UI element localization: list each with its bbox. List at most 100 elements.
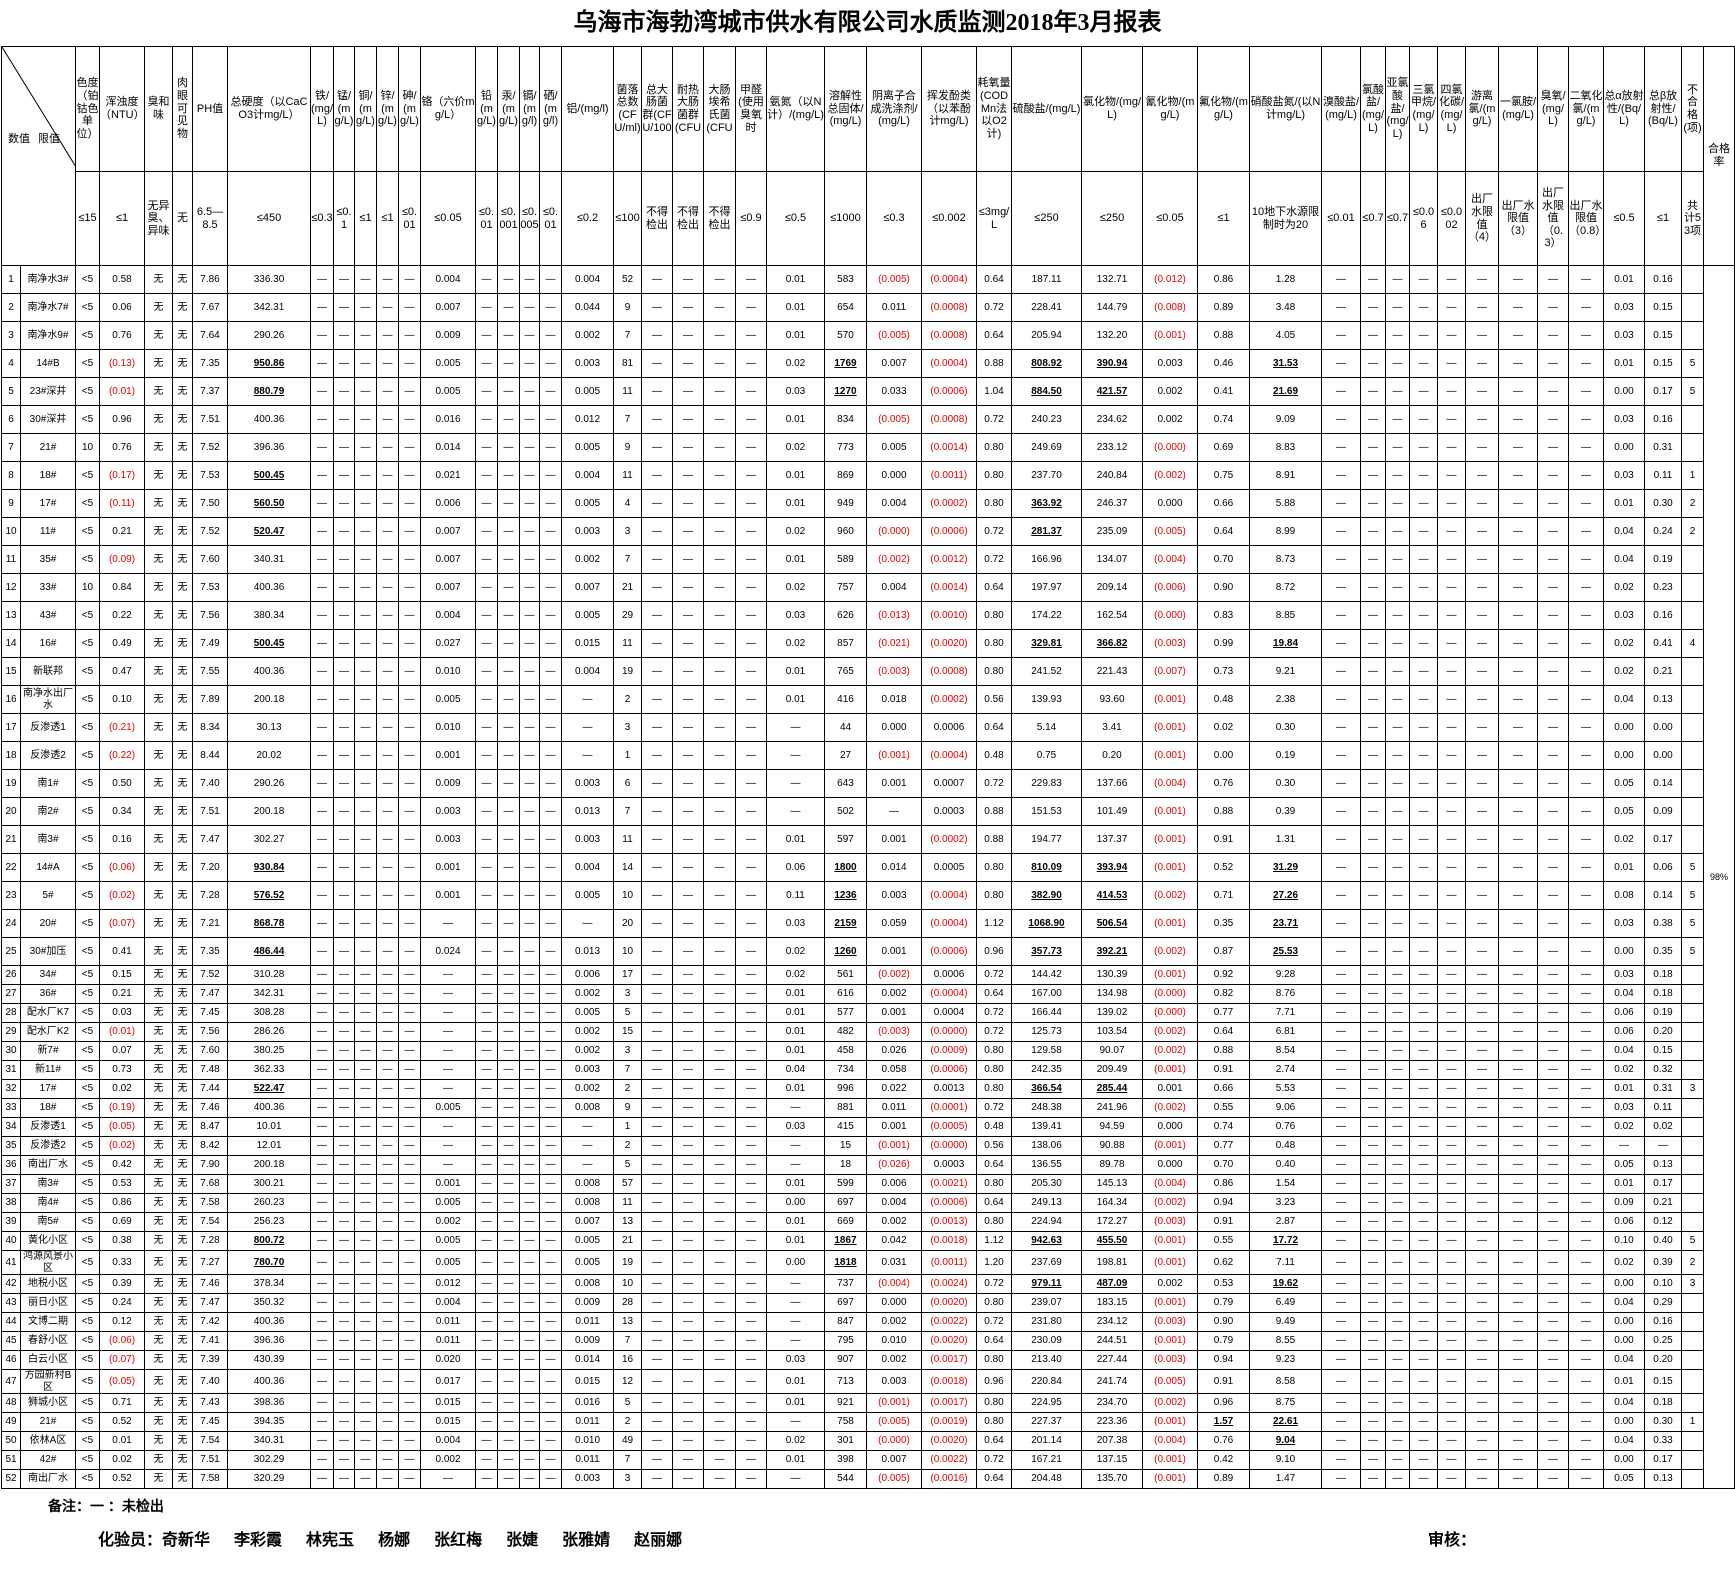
value-cell: 8.47	[192, 1117, 228, 1137]
value-cell: 234.70	[1081, 1393, 1143, 1413]
value-cell: 无	[144, 1022, 173, 1042]
value-cell: —	[398, 713, 421, 742]
value-cell: —	[1409, 965, 1438, 985]
value-cell: —	[1321, 1293, 1361, 1313]
value-cell: —	[310, 1136, 334, 1156]
value-cell: 0.020	[420, 1350, 476, 1370]
value-cell: 0.009	[561, 1331, 614, 1351]
value-cell: —	[354, 741, 377, 770]
value-cell: —	[735, 1350, 767, 1370]
value-cell: —	[475, 1369, 498, 1394]
value-cell: 0.23	[1644, 573, 1682, 602]
value-cell: 0.72	[976, 1003, 1012, 1023]
value-cell: —	[1465, 1174, 1499, 1194]
limit-row: ≤15 ≤1 无异臭、异味无 6.5—8.5 ≤450 ≤0.3 ≤0.1 ≤1 ≤1 ≤0.01…	[2, 171, 1735, 266]
row-number: 32	[1, 1079, 21, 1099]
value-cell: —	[310, 1212, 334, 1232]
value-cell: —	[1465, 265, 1499, 294]
value-cell: —	[475, 1212, 498, 1232]
value-cell: —	[376, 1293, 399, 1313]
value-cell: (0.0002)	[921, 685, 977, 714]
value-cell: 0.03	[1603, 293, 1645, 322]
value-cell: —	[735, 461, 767, 490]
value-cell: —	[475, 965, 498, 985]
value-cell: 0.42	[1197, 1450, 1250, 1470]
value-cell: <5	[75, 1022, 100, 1042]
value-cell: 0.008	[561, 1274, 614, 1294]
value-cell: —	[1498, 1022, 1538, 1042]
site-name: 狮城小区	[20, 1393, 76, 1413]
value-cell: (0.0016)	[921, 1469, 977, 1489]
value-cell: 235.09	[1081, 517, 1143, 546]
value-cell: —	[1498, 797, 1538, 826]
value-cell: —	[539, 937, 562, 966]
value-cell: —	[1360, 1155, 1386, 1175]
value-cell: —	[497, 1136, 520, 1156]
value-cell: 10.01	[227, 1117, 311, 1137]
site-name: 南4#	[20, 1193, 76, 1213]
value-cell: —	[1321, 713, 1361, 742]
value-cell: 8.91	[1249, 461, 1322, 490]
value-cell: 18	[824, 1155, 867, 1175]
value-cell: 0.74	[1197, 405, 1250, 434]
value-cell: 0.000	[1142, 1117, 1198, 1137]
value-cell: —	[354, 1293, 377, 1313]
value-cell: —	[641, 797, 673, 826]
value-cell: —	[398, 1369, 421, 1394]
value-cell: —	[1498, 1003, 1538, 1023]
value-cell: 7	[613, 1060, 642, 1080]
value-cell: —	[1568, 1231, 1604, 1251]
value-cell: 1	[1681, 461, 1704, 490]
value-cell: —	[519, 1293, 540, 1313]
value-cell: —	[539, 1293, 562, 1313]
value-cell: —	[1465, 984, 1499, 1004]
value-cell: —	[1465, 1331, 1499, 1351]
value-cell: 393.94	[1081, 853, 1143, 882]
value-cell: (0.0006)	[921, 1060, 977, 1080]
column-header: 菌落总数(CFU/ml)	[613, 46, 642, 172]
value-cell: —	[497, 1003, 520, 1023]
value-cell: <5	[75, 1274, 100, 1294]
value-cell: —	[354, 1431, 377, 1451]
value-cell: 362.33	[227, 1060, 311, 1080]
value-cell: 6.81	[1249, 1022, 1322, 1042]
value-cell: —	[1498, 1041, 1538, 1061]
value-cell: —	[1568, 713, 1604, 742]
value-cell: 0.02	[766, 1431, 825, 1451]
value-cell: —	[703, 937, 736, 966]
value-cell: 10	[75, 433, 100, 462]
value-cell: —	[354, 853, 377, 882]
value-cell: (0.0020)	[921, 1431, 977, 1451]
value-cell: —	[641, 1060, 673, 1080]
value-cell: —	[1409, 797, 1438, 826]
value-cell: 7.44	[192, 1079, 228, 1099]
value-cell: —	[333, 293, 355, 322]
value-cell: 0.02	[766, 965, 825, 985]
value-cell: —	[376, 1312, 399, 1332]
value-cell: —	[1409, 1469, 1438, 1489]
value-cell: (0.0001)	[921, 1098, 977, 1118]
value-cell: 884.50	[1011, 377, 1082, 406]
value-cell: 0.01	[1603, 853, 1645, 882]
site-name: 20#	[20, 909, 76, 938]
value-cell: 8.76	[1249, 984, 1322, 1004]
value-cell: —	[310, 1250, 334, 1275]
value-cell: 135.70	[1081, 1469, 1143, 1489]
value-cell: 0.011	[561, 1312, 614, 1332]
limit-cell: ≤0.001	[497, 171, 520, 266]
value-cell: —	[354, 461, 377, 490]
value-cell: 7	[613, 321, 642, 350]
value-cell: —	[519, 517, 540, 546]
value-cell: —	[376, 1022, 399, 1042]
value-cell: 455.50	[1081, 1231, 1143, 1251]
value-cell: —	[1537, 1369, 1569, 1394]
value-cell: 20	[613, 909, 642, 938]
value-cell: (0.004)	[1142, 1174, 1198, 1194]
value-cell	[1681, 1117, 1704, 1137]
value-cell: —	[376, 377, 399, 406]
value-cell: —	[1321, 601, 1361, 630]
value-cell: —	[641, 1274, 673, 1294]
value-cell: 0.25	[1644, 1331, 1682, 1351]
value-cell: 0.52	[99, 1412, 145, 1432]
